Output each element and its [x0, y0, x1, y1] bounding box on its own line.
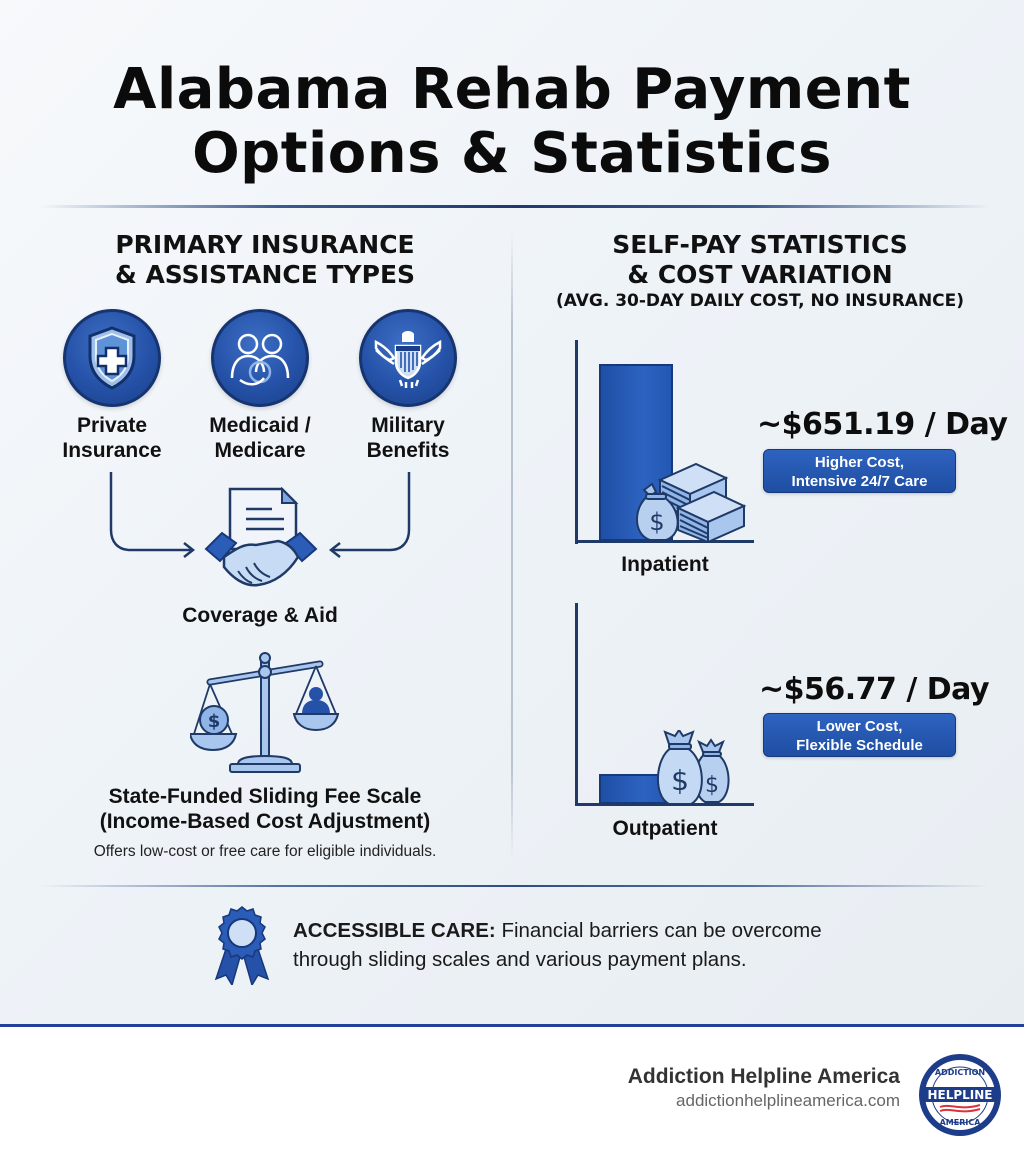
- sliding-fee-title: State-Funded Sliding Fee Scale (Income-B…: [40, 784, 490, 834]
- outpatient-y-axis: [575, 603, 578, 806]
- tag-line: Flexible Schedule: [796, 737, 923, 754]
- tag-line: Intensive 24/7 Care: [791, 473, 928, 490]
- tag-line: Lower Cost,: [816, 718, 903, 735]
- inpatient-x-axis: [575, 540, 754, 543]
- people-linked-icon: [211, 309, 309, 407]
- insurance-title-line-1: PRIMARY INSURANCE: [115, 230, 415, 259]
- private-insurance-label: Private Insurance: [45, 413, 179, 463]
- accessible-care-callout: ACCESSIBLE CARE: Financial barriers can …: [293, 916, 913, 974]
- title-divider: [40, 205, 990, 208]
- svg-text:ADDICTION: ADDICTION: [935, 1068, 985, 1077]
- sliding-title-line-1: State-Funded Sliding Fee Scale: [108, 785, 422, 808]
- callout-heading: ACCESSIBLE CARE:: [293, 919, 496, 942]
- svg-text:$: $: [705, 773, 719, 798]
- eagle-shield-icon: [359, 309, 457, 407]
- inpatient-tag: Higher Cost, Intensive 24/7 Care: [763, 449, 956, 493]
- footer-divider: [0, 1024, 1024, 1027]
- helpline-badge-logo: ADDICTION HELPLINE AMERICA: [919, 1054, 1001, 1136]
- handshake-document-icon: [204, 487, 318, 587]
- title-line-2: Options & Statistics: [192, 121, 832, 186]
- svg-text:$: $: [671, 764, 689, 797]
- outpatient-label: Outpatient: [612, 817, 718, 840]
- svg-text:$: $: [208, 711, 221, 732]
- inpatient-y-axis: [575, 340, 578, 544]
- insurance-section-title: PRIMARY INSURANCE & ASSISTANCE TYPES: [40, 230, 490, 290]
- brand-name: Addiction Helpline America: [627, 1065, 900, 1088]
- type-label-line: Medicaid /: [209, 414, 311, 437]
- brand-url[interactable]: addictionhelplineamerica.com: [676, 1091, 900, 1110]
- inpatient-cost-value: ~$651.19 / Day: [757, 407, 1008, 442]
- infographic-canvas: Alabama Rehab Payment Options & Statisti…: [0, 0, 1024, 1025]
- svg-text:HELPLINE: HELPLINE: [927, 1088, 992, 1102]
- title-line-1: Alabama Rehab Payment: [113, 57, 911, 122]
- money-stacks-icon: $: [636, 462, 747, 542]
- svg-text:AMERICA: AMERICA: [940, 1118, 982, 1127]
- military-benefits-label: Military Benefits: [341, 413, 475, 463]
- callout-text-line-2: through sliding scales and various payme…: [293, 948, 747, 971]
- sliding-title-line-2: (Income-Based Cost Adjustment): [99, 810, 431, 833]
- insurance-title-line-2: & ASSISTANCE TYPES: [114, 260, 416, 289]
- money-bags-icon: $ $: [656, 730, 730, 805]
- flow-arrows-icon: [109, 472, 411, 558]
- inpatient-label: Inpatient: [621, 553, 709, 576]
- self-pay-section-title: SELF-PAY STATISTICS & COST VARIATION: [520, 230, 1000, 290]
- shield-cross-icon: [63, 309, 161, 407]
- svg-text:$: $: [649, 508, 664, 536]
- callout-text-line-1: Financial barriers can be overcome: [495, 919, 822, 942]
- self-pay-title-line-1: SELF-PAY STATISTICS: [612, 230, 908, 259]
- bottom-divider: [40, 885, 990, 887]
- type-label-line: Insurance: [62, 439, 162, 462]
- self-pay-title-line-2: & COST VARIATION: [627, 260, 893, 289]
- sliding-fee-description: Offers low-cost or free care for eligibl…: [93, 843, 437, 860]
- type-label-line: Military: [371, 414, 445, 437]
- column-divider: [511, 232, 513, 860]
- medicaid-medicare-label: Medicaid / Medicare: [193, 413, 327, 463]
- outpatient-x-axis: [575, 803, 754, 806]
- type-label-line: Benefits: [366, 439, 450, 462]
- tag-line: Higher Cost,: [814, 454, 905, 471]
- type-label-line: Private: [76, 414, 148, 437]
- type-label-line: Medicare: [214, 439, 306, 462]
- outpatient-cost-value: ~$56.77 / Day: [759, 672, 990, 707]
- award-ribbon-icon: [214, 906, 270, 985]
- outpatient-tag: Lower Cost, Flexible Schedule: [763, 713, 956, 757]
- self-pay-subtitle: (AVG. 30-DAY DAILY COST, NO INSURANCE): [555, 291, 965, 311]
- balance-scale-icon: $: [190, 652, 340, 773]
- page-title: Alabama Rehab Payment Options & Statisti…: [0, 58, 1024, 186]
- coverage-aid-label: Coverage & Aid: [182, 604, 338, 627]
